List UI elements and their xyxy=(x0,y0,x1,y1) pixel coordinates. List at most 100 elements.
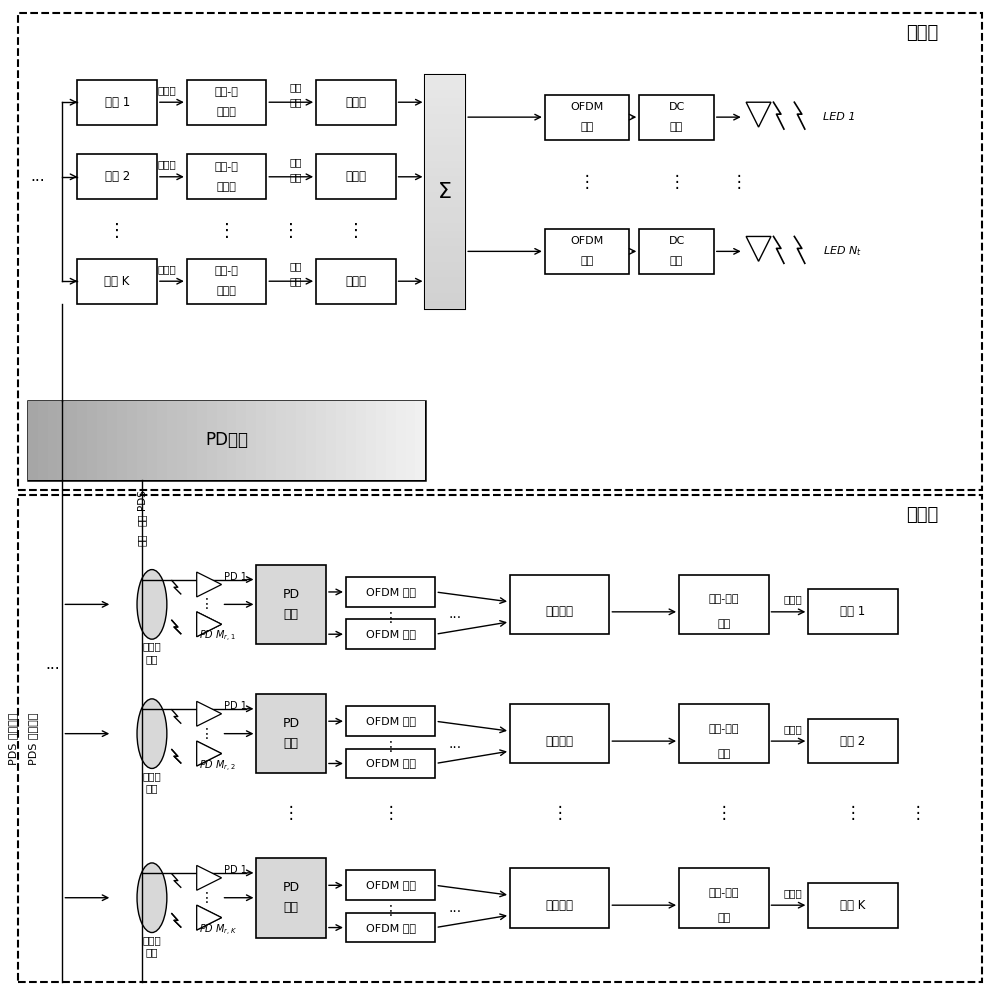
Bar xyxy=(425,254,465,261)
Bar xyxy=(117,401,127,480)
Bar xyxy=(396,401,406,480)
Text: 配置: 配置 xyxy=(137,514,147,526)
Bar xyxy=(326,401,336,480)
Text: 映射: 映射 xyxy=(717,748,730,758)
Polygon shape xyxy=(197,612,222,637)
Bar xyxy=(187,80,266,125)
Text: 接收机: 接收机 xyxy=(907,506,939,524)
Text: 用户 2: 用户 2 xyxy=(840,735,866,747)
Bar xyxy=(510,704,609,763)
Bar xyxy=(425,261,465,269)
Bar xyxy=(425,285,465,293)
Text: ⋮: ⋮ xyxy=(200,891,214,905)
Polygon shape xyxy=(197,572,222,597)
Bar xyxy=(127,401,137,480)
Bar xyxy=(545,229,629,274)
Bar xyxy=(346,748,435,778)
Text: 向量: 向量 xyxy=(290,276,302,286)
Bar xyxy=(425,301,465,309)
Bar xyxy=(425,130,465,138)
Bar xyxy=(256,694,326,773)
Bar xyxy=(316,80,396,125)
Bar xyxy=(256,858,326,938)
Text: 偏置: 偏置 xyxy=(670,256,683,266)
Text: DC: DC xyxy=(668,237,685,247)
Bar xyxy=(187,401,197,480)
Bar xyxy=(808,719,898,763)
Text: PD 1: PD 1 xyxy=(224,701,247,711)
Text: 用户 K: 用户 K xyxy=(104,274,130,288)
Bar xyxy=(217,401,227,480)
Text: ⋮: ⋮ xyxy=(283,804,299,823)
Text: PD: PD xyxy=(283,717,300,731)
Text: 向量: 向量 xyxy=(290,172,302,182)
Bar xyxy=(187,258,266,304)
Bar xyxy=(286,401,296,480)
Bar xyxy=(425,184,465,192)
Ellipse shape xyxy=(137,863,167,933)
Bar xyxy=(639,95,714,140)
Polygon shape xyxy=(197,701,222,727)
Bar xyxy=(167,401,177,480)
Text: PD: PD xyxy=(283,881,300,894)
Text: OFDM: OFDM xyxy=(570,102,604,112)
Bar xyxy=(316,401,326,480)
Text: 映射: 映射 xyxy=(717,913,730,923)
Bar xyxy=(137,401,147,480)
Text: PD: PD xyxy=(283,588,300,601)
Text: $PD\ M_{r,K}$: $PD\ M_{r,K}$ xyxy=(199,923,237,938)
Text: 符号-比特: 符号-比特 xyxy=(709,724,739,734)
Text: 用户 2: 用户 2 xyxy=(105,170,130,183)
Text: ⋮: ⋮ xyxy=(730,173,747,191)
Text: 激活: 激活 xyxy=(284,738,299,750)
Bar xyxy=(346,401,356,480)
Bar xyxy=(147,401,157,480)
Text: 比特-符: 比特-符 xyxy=(215,266,238,276)
Text: OFDM 解调: OFDM 解调 xyxy=(366,923,416,933)
Bar xyxy=(679,868,769,928)
Bar xyxy=(296,401,306,480)
Bar xyxy=(107,401,117,480)
Bar xyxy=(808,589,898,635)
Text: ⋮: ⋮ xyxy=(218,223,236,241)
Bar xyxy=(38,401,48,480)
Text: 符号-比特: 符号-比特 xyxy=(709,888,739,898)
Ellipse shape xyxy=(137,699,167,768)
Bar xyxy=(306,401,316,480)
Text: 映射: 映射 xyxy=(717,620,730,630)
Bar xyxy=(425,98,465,106)
Bar xyxy=(18,495,982,982)
Text: 向量: 向量 xyxy=(290,97,302,107)
Bar xyxy=(28,401,38,480)
Text: 预编码: 预编码 xyxy=(345,170,366,183)
Text: 预编码: 预编码 xyxy=(345,96,366,109)
Text: 数据流: 数据流 xyxy=(784,724,803,734)
Bar xyxy=(87,401,97,480)
Text: ⋮: ⋮ xyxy=(909,804,926,823)
Text: PDS 配置信令: PDS 配置信令 xyxy=(28,713,38,765)
Bar xyxy=(425,75,465,309)
Bar xyxy=(679,704,769,763)
Bar xyxy=(57,401,67,480)
Bar xyxy=(346,706,435,737)
Bar xyxy=(425,138,465,145)
Text: 预编码: 预编码 xyxy=(345,274,366,288)
Bar xyxy=(425,106,465,114)
Text: 数据: 数据 xyxy=(290,156,302,167)
Bar xyxy=(48,401,57,480)
Bar xyxy=(336,401,346,480)
Text: OFDM 解调: OFDM 解调 xyxy=(366,587,416,597)
Text: OFDM 解调: OFDM 解调 xyxy=(366,630,416,640)
Bar xyxy=(425,223,465,231)
Text: $PD\ M_{r,1}$: $PD\ M_{r,1}$ xyxy=(199,630,236,644)
Text: 数据: 数据 xyxy=(290,261,302,271)
Bar xyxy=(425,192,465,200)
Text: 透镜: 透镜 xyxy=(146,654,158,664)
Bar xyxy=(316,258,396,304)
Text: ⋮: ⋮ xyxy=(384,741,398,754)
Text: $PD\ M_{r,2}$: $PD\ M_{r,2}$ xyxy=(199,758,236,773)
Text: ⋮: ⋮ xyxy=(551,804,568,823)
Text: 号映射: 号映射 xyxy=(217,182,236,192)
Text: ...: ... xyxy=(30,169,45,184)
Text: ⋮: ⋮ xyxy=(200,597,214,612)
